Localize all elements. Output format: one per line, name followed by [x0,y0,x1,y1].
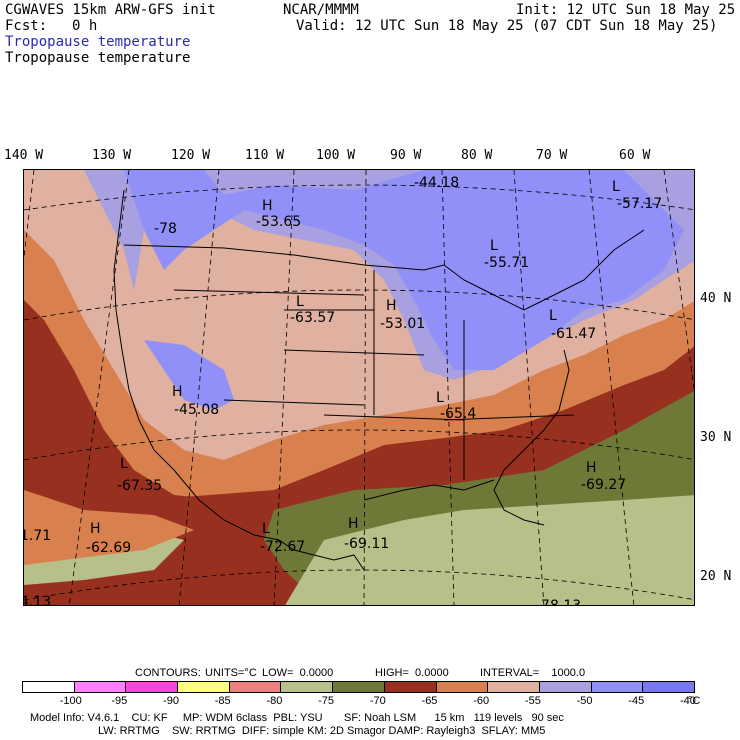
marker-value: -78.13 [536,598,581,606]
marker-letter: L [436,390,444,406]
marker-value: -63.57 [290,310,335,326]
colorbar-tick-label: -55 [524,695,541,707]
marker-letter: L [549,308,557,324]
model-title: CGWAVES 15km ARW-GFS init [5,2,216,18]
marker-value: -53.65 [256,214,301,230]
map-panel: H -53.65 -44.18 L -57.17 -78 L -55.71 L … [23,169,695,606]
colorbar-swatch [487,681,540,693]
marker-letter: H [172,384,183,400]
colorbar-swatch [590,681,644,693]
marker-letter: H [262,198,273,214]
colorbar-tick-label: -70 [369,695,386,707]
colorbar-tick-label: -40 [680,695,696,707]
colorbar-tick-label: -60 [473,695,490,707]
marker-value: -72.67 [260,539,305,555]
marker-letter: H [90,521,101,537]
colorbar-tick-label: -85 [214,695,231,707]
valid-time: Valid: 12 UTC Sun 18 May 25 (07 CDT Sun … [296,18,718,34]
marker-value: -55.71 [484,255,529,271]
colorbar-tick-label: -90 [163,695,179,707]
colorbar-tick-label: -80 [266,695,283,707]
temp-zone-blue-west [144,340,234,410]
colorbar-swatch [73,681,127,693]
marker-value: -78 [154,221,177,237]
units-label: UNITS=°C [205,667,257,679]
marker-letter: L [262,521,270,537]
marker-letter: L [296,294,304,310]
org-label: NCAR/MMMM [283,2,359,18]
marker-value: -44.18 [414,175,459,191]
marker-letter: H [348,516,359,532]
grid-lines [24,170,694,605]
temp-zone-khaki [285,495,694,605]
colorbar-swatch [177,681,230,693]
marker-value: -62.69 [86,540,131,556]
model-info-line1: Model Info: V4.6.1 CU: KF MP: WDM 6class… [30,712,564,724]
colorbar-swatch [228,681,282,693]
marker-letter: L [120,456,128,472]
extrema-labels: H -53.65 -44.18 L -57.17 -78 L -55.71 L … [24,175,662,606]
lon-label: 140 W [4,148,44,163]
marker-letter: L [490,238,498,254]
marker-value: -57.17 [617,196,662,212]
tropopause-map: H -53.65 -44.18 L -57.17 -78 L -55.71 L … [24,170,694,606]
coastlines [113,189,645,571]
low-label: LOW= 0.0000 [262,667,334,679]
model-info-line2: LW: RRTMG SW: RRTMG DIFF: simple KM: 2D … [98,725,546,737]
colorbar-swatch [642,681,695,693]
temp-zone-darkred [24,360,694,585]
lon-label: 80 W [461,148,493,163]
colorbar-tick-label: -45 [628,695,645,707]
colorbar-swatch [435,681,489,693]
colorbar-swatch [383,681,437,693]
colorbar-unit: °C [688,695,701,707]
colorbar-tick-label: -50 [576,695,593,707]
lon-label: 70 W [536,148,568,163]
marker-value: 1.71 [24,528,51,544]
colorbar-swatch [332,681,385,693]
lon-label: 100 W [316,148,356,163]
marker-value: -61.47 [551,326,596,342]
marker-value: 4.13 [24,594,51,606]
interval-label: INTERVAL= 1000.0 [480,667,586,679]
colorbar-tick-label: -100 [59,695,82,707]
colorbar-swatch [22,681,75,693]
lon-label: 120 W [171,148,211,163]
colorbar-swatch [280,681,334,693]
contours-label: CONTOURS: [135,667,201,679]
lon-label: 130 W [92,148,132,163]
colorbar-tick-label: -65 [421,695,438,707]
colorbar-swatch [125,681,179,693]
temp-zone-blue [124,170,684,370]
high-label: HIGH= 0.0000 [375,667,449,679]
fcst-label: Fcst: [5,18,48,34]
marker-letter: L [612,179,620,195]
lon-label: 90 W [390,148,422,163]
lon-label: 110 W [245,148,285,163]
lat-label: 30 N [700,430,732,445]
colorbar-swatch [538,681,592,693]
marker-letter: H [386,298,397,314]
fcst-value: 0 h [72,18,98,34]
colorbar-tick-label: -75 [318,695,335,707]
marker-value: -69.11 [344,536,389,552]
colorbar-tick-label: -95 [111,695,128,707]
field-title: Tropopause temperature [5,50,191,66]
temp-zone-orange-sw [24,490,194,565]
init-time: Init: 12 UTC Sun 18 May 25 [516,2,736,18]
marker-value: -65.4 [440,406,476,422]
marker-value: -53.01 [380,316,425,332]
lat-label: 20 N [700,569,732,584]
marker-letter: H [586,460,597,476]
marker-value: -67.35 [117,478,162,494]
field-title-blue: Tropopause temperature [5,34,191,50]
lon-label: 60 W [619,148,651,163]
marker-value: -45.08 [174,402,219,418]
marker-value: -69.27 [581,477,626,493]
lat-label: 40 N [700,291,732,306]
